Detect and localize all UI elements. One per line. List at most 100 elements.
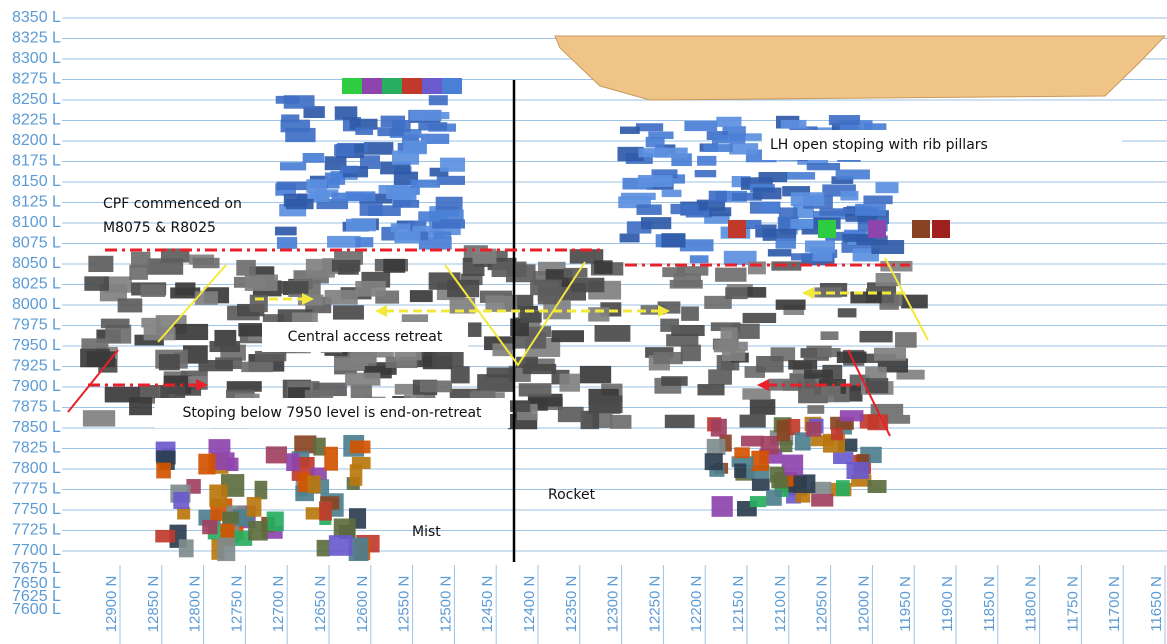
stope-block	[840, 191, 858, 201]
level-label: 7850 L	[12, 419, 61, 436]
level-label: 7900 L	[12, 378, 61, 395]
stope-block	[709, 207, 731, 216]
stope-block	[81, 338, 108, 349]
stope-block	[267, 512, 284, 532]
stope-block	[705, 453, 723, 470]
level-label: 7925 L	[12, 358, 61, 375]
stope-block	[776, 238, 796, 248]
stope-block	[432, 349, 464, 366]
stope-block	[329, 535, 353, 556]
level-label: 8300 L	[12, 50, 61, 67]
stope-block	[241, 362, 273, 372]
stope-block	[440, 158, 465, 172]
stope-block	[159, 354, 180, 370]
stope-block	[247, 497, 262, 517]
stope-block	[638, 175, 673, 187]
stope-block	[350, 441, 371, 454]
stope-block	[589, 396, 623, 413]
northing-label: 12400 N	[521, 576, 538, 633]
level-label: 8200 L	[12, 132, 61, 149]
stope-block	[690, 255, 709, 263]
northing-label: 12700 N	[270, 576, 287, 633]
northing-label: 12800 N	[187, 576, 204, 633]
stope-block	[662, 190, 682, 197]
long-section: 8350 L8325 L8300 L8275 L8250 L8225 L8200…	[0, 0, 1167, 644]
stope-block	[740, 415, 766, 428]
northing-label: 12650 N	[312, 576, 329, 633]
stope-block	[294, 435, 316, 453]
stope-block	[768, 249, 792, 256]
stope-block	[868, 480, 887, 493]
stope-block	[334, 144, 354, 156]
stope-block	[912, 220, 930, 238]
stope-block	[875, 182, 898, 193]
stope-block	[402, 78, 422, 94]
level-label: 8050 L	[12, 255, 61, 272]
stope-block	[648, 132, 673, 140]
stope-block	[756, 356, 783, 372]
stope-block	[451, 366, 470, 383]
northing-label: 12600 N	[354, 576, 371, 633]
stope-block	[551, 330, 584, 342]
stope-block	[411, 180, 440, 188]
level-label: 8025 L	[12, 276, 61, 293]
stope-block	[742, 388, 770, 399]
stope-block	[895, 332, 917, 348]
stope-block	[558, 407, 584, 422]
stope-block	[217, 538, 235, 562]
stope-block	[712, 496, 733, 517]
level-label: 8325 L	[12, 30, 61, 47]
stope-block	[750, 496, 767, 507]
stope-block	[179, 539, 194, 557]
northing-label: 12450 N	[479, 576, 496, 633]
northing-label: 11750 N	[1064, 576, 1081, 632]
stope-block	[173, 492, 189, 509]
stope-block	[174, 324, 208, 340]
stope-block	[433, 232, 451, 240]
northing-label: 11900 N	[939, 576, 956, 632]
stope-block	[202, 520, 217, 534]
stope-block	[209, 439, 231, 453]
stope-block	[865, 367, 887, 378]
stope-block	[519, 383, 552, 396]
stope-block	[729, 143, 758, 154]
stope-block	[653, 352, 682, 364]
stope-block	[637, 204, 662, 214]
northing-label: 11950 N	[897, 576, 914, 632]
stope-block	[620, 234, 640, 243]
stope-block	[791, 192, 824, 206]
stope-block	[382, 78, 402, 94]
stope-block	[661, 376, 687, 386]
level-label: 7750 L	[12, 501, 61, 518]
stope-block	[429, 95, 448, 105]
stope-block	[703, 144, 732, 152]
stope-block	[636, 123, 663, 131]
stope-block	[209, 484, 227, 506]
northing-label: 12300 N	[605, 576, 622, 633]
stope-block	[248, 521, 268, 541]
stope-block	[350, 352, 376, 363]
level-label: 8250 L	[12, 91, 61, 108]
stope-block	[748, 261, 766, 274]
stope-block	[711, 419, 727, 437]
stope-block	[355, 127, 373, 135]
stope-block	[660, 319, 679, 332]
stope-block	[594, 260, 612, 274]
stope-block	[661, 233, 685, 247]
stope-block	[303, 153, 325, 163]
stope-block	[236, 260, 256, 276]
stope-block	[485, 295, 517, 312]
stope-block	[355, 237, 373, 247]
stope-block	[250, 295, 268, 312]
stope-block	[807, 405, 824, 414]
stope-block	[863, 196, 892, 205]
stope-block	[325, 172, 345, 184]
stope-block	[752, 478, 770, 490]
northing-label: 12150 N	[730, 576, 747, 633]
stope-block	[418, 211, 440, 222]
level-label: 8125 L	[12, 194, 61, 211]
stope-block	[101, 319, 130, 329]
stope-block	[156, 463, 171, 479]
stope-block	[317, 540, 330, 557]
level-label: 7600 L	[12, 601, 61, 618]
